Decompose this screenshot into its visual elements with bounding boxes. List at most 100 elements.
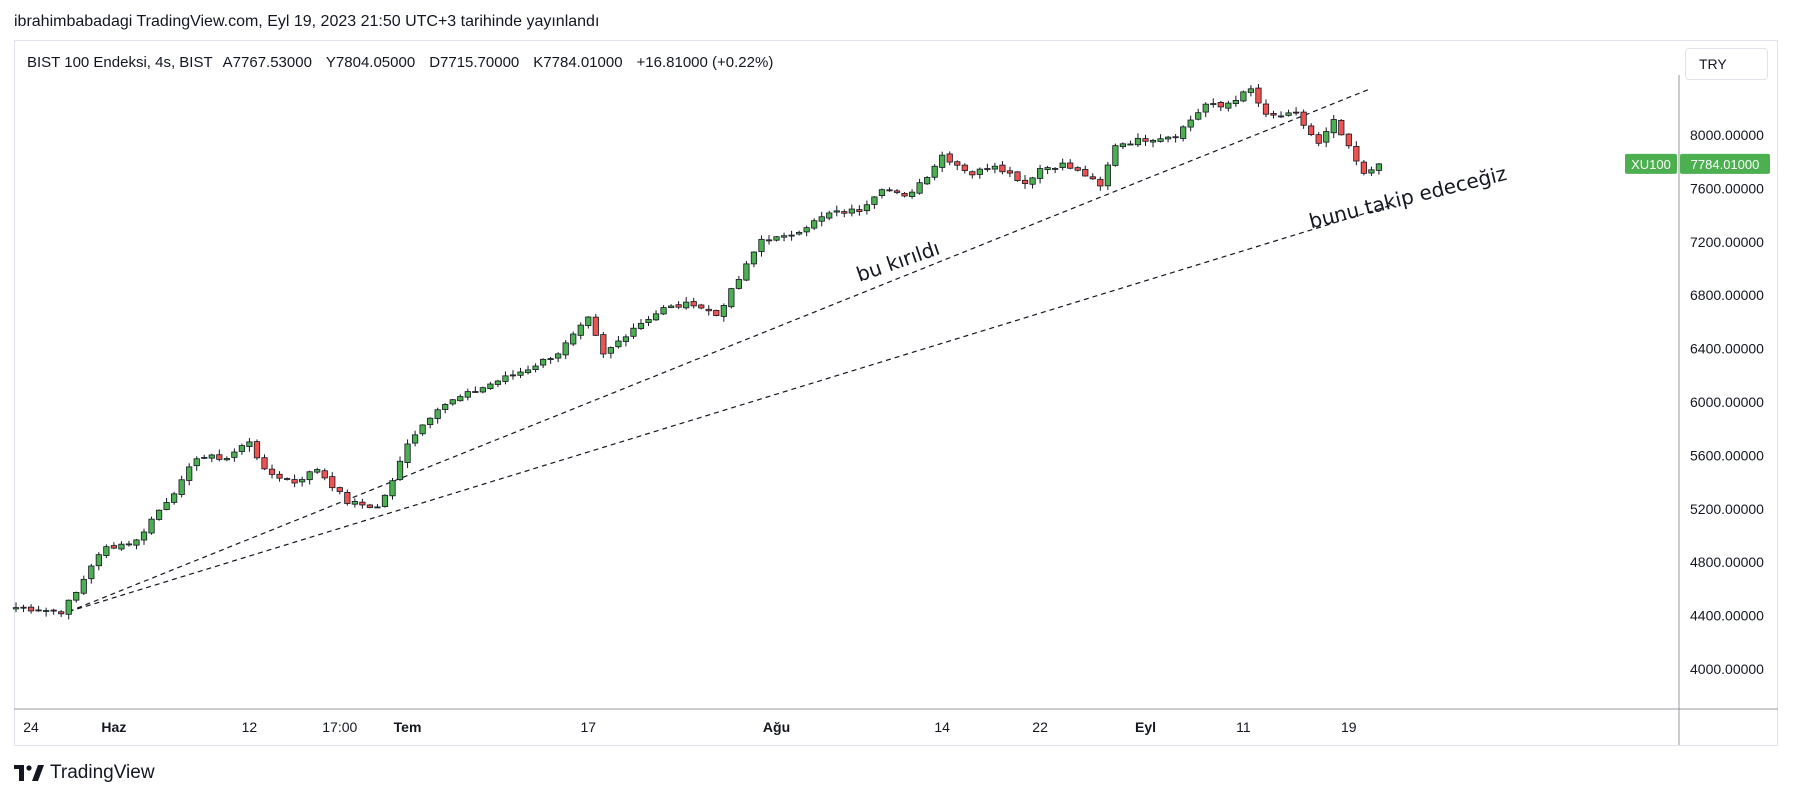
chart-frame[interactable]: [14, 40, 1778, 746]
candle-body: [1247, 88, 1255, 93]
candle-body: [1074, 167, 1081, 171]
candle-body: [1164, 136, 1172, 140]
candle-body: [630, 327, 637, 337]
candle-body: [668, 305, 675, 308]
candle-body: [645, 319, 652, 323]
candle-body: [73, 592, 80, 601]
candle-body: [1270, 113, 1277, 116]
candle-body: [1195, 112, 1202, 120]
candle-body: [713, 309, 720, 316]
legend-symbol: BIST 100 Endeksi, 4s, BIST: [27, 54, 213, 71]
candle-body: [1104, 164, 1111, 187]
candle-body: [818, 216, 825, 222]
candle-body: [532, 365, 539, 370]
price-badge-value: 7784.01000: [1691, 157, 1760, 172]
candle-body: [999, 164, 1006, 173]
candle-body: [291, 479, 298, 484]
candle-body: [479, 387, 486, 393]
tradingview-logo-icon: [14, 765, 44, 781]
ohlc-legend: BIST 100 Endeksi, 4s, BIST A7767.53000 Y…: [27, 54, 773, 71]
candle-body: [509, 374, 517, 377]
candle-body: [622, 336, 630, 342]
candle-body: [314, 469, 321, 473]
candle-body: [728, 288, 735, 308]
candle-body: [1232, 99, 1239, 104]
candle-body: [1044, 167, 1051, 171]
candle-body: [1262, 103, 1270, 115]
legend-open: A7767.53000: [222, 54, 312, 71]
candle-body: [773, 236, 780, 241]
x-tick-label: 12: [242, 719, 258, 735]
candle-body: [1052, 167, 1059, 170]
candle-body: [351, 500, 358, 505]
candle-body: [442, 404, 449, 410]
candle-body: [494, 380, 502, 385]
candle-body: [1338, 119, 1345, 136]
candle-body: [50, 609, 57, 612]
candle-body: [939, 154, 946, 168]
y-tick-label: 7200.00000: [1690, 234, 1764, 250]
candle-body: [344, 492, 351, 504]
candle-body: [464, 391, 471, 398]
y-tick-label: 4400.00000: [1690, 608, 1764, 624]
candle-body: [547, 358, 554, 360]
candle-body: [178, 479, 185, 495]
candle-body: [80, 578, 87, 594]
candle-body: [570, 333, 577, 345]
candle-body: [878, 189, 886, 197]
candle-body: [683, 301, 690, 309]
candle-body: [946, 153, 953, 163]
x-tick-label: Eyl: [1135, 719, 1156, 735]
candle-body: [336, 487, 343, 492]
candle-body: [901, 192, 908, 197]
y-tick-label: 5200.00000: [1690, 501, 1764, 517]
candle-body: [253, 441, 261, 459]
y-tick-label: 7600.00000: [1690, 180, 1764, 196]
candle-body: [1225, 102, 1232, 109]
candle-body: [1300, 111, 1307, 126]
candle-body: [856, 209, 863, 212]
candle-body: [208, 454, 215, 459]
publish-info: ibrahimbabadagi TradingView.com, Eyl 19,…: [14, 13, 600, 30]
candle-body: [1142, 138, 1149, 142]
candle-body: [148, 518, 155, 534]
x-tick-label: 11: [1236, 719, 1251, 735]
candle-body: [984, 168, 991, 170]
currency-button[interactable]: TRY: [1685, 48, 1768, 80]
candle-body: [758, 238, 765, 252]
candle-body: [125, 543, 133, 546]
candle-body: [924, 177, 931, 185]
candle-body: [1059, 162, 1066, 168]
candle-body: [381, 494, 389, 507]
candle-body: [863, 204, 870, 212]
candle-body: [238, 445, 245, 452]
candle-body: [652, 313, 660, 321]
time-axis: 24 Haz 12 17:00 Tem 17 Ağu 14 22 Eyl 11 19: [23, 719, 1357, 735]
candle-body: [1029, 177, 1036, 185]
candle-body: [171, 493, 178, 503]
x-tick-label: 24: [23, 719, 39, 735]
legend-high: Y7804.05000: [325, 54, 416, 71]
candle-body: [660, 307, 667, 315]
price-badge: XU100 7784.01000: [1625, 153, 1770, 174]
candle-body: [58, 611, 65, 615]
tradingview-watermark[interactable]: TradingView: [14, 762, 155, 784]
candle-body: [1368, 169, 1375, 174]
candle-body: [1149, 139, 1157, 143]
axis-lines: [14, 75, 1778, 745]
candle-body: [306, 471, 313, 481]
candle-body: [750, 251, 758, 265]
candle-body: [1127, 143, 1134, 146]
candle-body: [140, 531, 148, 541]
candle-body: [35, 609, 42, 612]
candle-body: [1119, 143, 1127, 148]
candle-body: [1308, 125, 1315, 136]
symbol-badge-label: XU100: [1631, 157, 1671, 172]
candle-body: [871, 196, 878, 205]
candle-body: [577, 324, 584, 336]
candle-body: [720, 305, 727, 317]
candle-body: [991, 165, 999, 170]
candle-body: [833, 210, 840, 213]
candle-body: [246, 441, 253, 447]
